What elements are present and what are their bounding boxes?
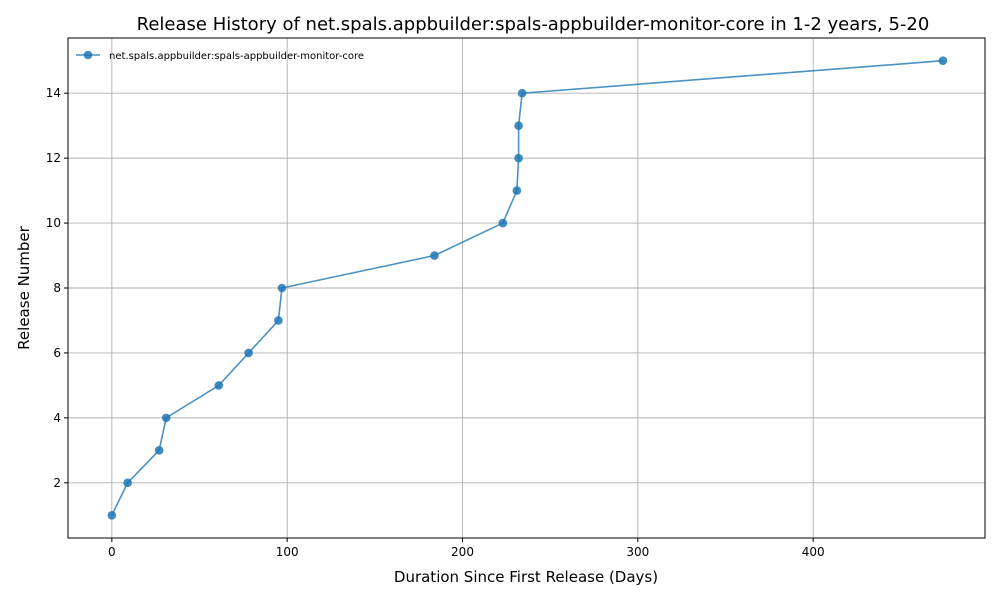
- legend: net.spals.appbuilder:spals-appbuilder-mo…: [76, 50, 364, 62]
- data-point: [498, 218, 508, 228]
- x-tick-label: 400: [802, 545, 825, 559]
- data-point: [154, 446, 164, 455]
- x-tick-label: 0: [108, 545, 116, 559]
- data-point: [514, 121, 523, 130]
- y-axis-label: Release Number: [15, 225, 33, 349]
- data-point: [517, 88, 527, 98]
- data-point: [107, 510, 117, 520]
- x-tick-label: 100: [276, 545, 299, 559]
- x-axis-label: Duration Since First Release (Days): [394, 568, 658, 586]
- legend-marker: [83, 50, 93, 60]
- y-tick-label: 8: [53, 281, 61, 295]
- data-point: [430, 251, 439, 260]
- data-point: [274, 316, 283, 325]
- series-layer: [107, 56, 948, 520]
- data-point: [123, 478, 132, 488]
- data-point: [514, 153, 523, 163]
- data-point: [244, 348, 253, 358]
- chart-title: Release History of net.spals.appbuilder:…: [137, 14, 930, 35]
- y-tick-label: 14: [46, 86, 61, 100]
- data-point: [161, 413, 171, 423]
- y-tick-label: 10: [46, 216, 61, 230]
- grid: [68, 38, 985, 538]
- tick-layer: 0 100 200 300 400 2 4 6 8 10 12 14: [46, 86, 825, 559]
- data-point: [938, 56, 948, 66]
- y-tick-label: 2: [53, 476, 61, 490]
- y-tick-label: 4: [53, 411, 61, 425]
- data-point: [277, 283, 287, 293]
- data-point: [512, 186, 522, 195]
- legend-label: net.spals.appbuilder:spals-appbuilder-mo…: [109, 51, 364, 62]
- x-tick-label: 200: [451, 545, 474, 559]
- y-tick-label: 12: [46, 151, 61, 165]
- x-tick-label: 300: [626, 545, 649, 559]
- data-point: [214, 381, 224, 390]
- y-tick-label: 6: [53, 346, 61, 360]
